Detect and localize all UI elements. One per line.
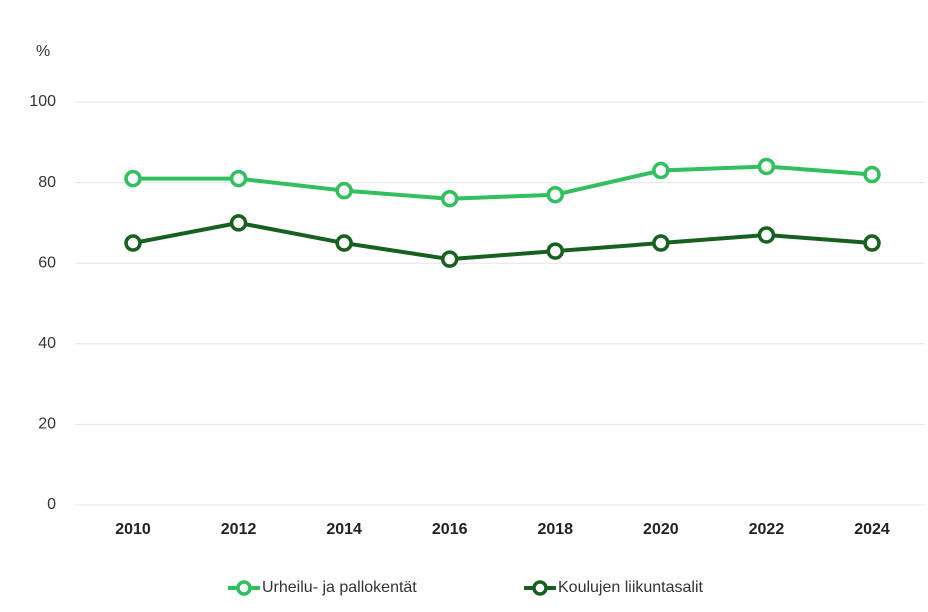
x-tick-label: 2024 (854, 521, 890, 538)
x-tick-label: 2022 (749, 521, 785, 538)
data-point (757, 157, 776, 176)
legend-marker (532, 580, 548, 596)
data-point (546, 185, 565, 204)
y-tick-label: 40 (38, 335, 56, 352)
legend-marker (236, 580, 252, 596)
x-tick-label: 2016 (432, 521, 468, 538)
data-point (652, 234, 670, 252)
series-line (132, 220, 873, 262)
y-tick-label: 80 (38, 174, 56, 191)
y-axis-label: % (36, 43, 50, 60)
y-tick-label: 60 (38, 254, 56, 271)
x-tick-label: 2010 (115, 521, 151, 538)
data-point (757, 226, 776, 244)
data-point (124, 234, 142, 252)
x-tick-label: 2012 (221, 521, 257, 538)
x-tick-label: 2018 (537, 521, 573, 538)
y-tick-label: 0 (47, 496, 56, 513)
legend-label: Koulujen liikuntasalit (558, 579, 704, 596)
data-point (863, 165, 881, 184)
data-point (440, 189, 459, 208)
y-tick-label: 100 (29, 93, 56, 110)
series-line (133, 164, 873, 201)
data-point (124, 169, 142, 188)
data-point (229, 169, 248, 188)
x-tick-label: 2014 (326, 521, 362, 538)
data-point (229, 214, 248, 232)
data-point (652, 161, 670, 180)
data-point (335, 181, 353, 200)
data-point (546, 242, 565, 260)
legend-label: Urheilu- ja pallokentät (262, 579, 417, 596)
data-point (440, 250, 459, 268)
y-tick-label: 20 (38, 416, 56, 433)
data-point (863, 234, 881, 252)
data-point (335, 234, 353, 252)
x-tick-label: 2020 (643, 521, 679, 538)
